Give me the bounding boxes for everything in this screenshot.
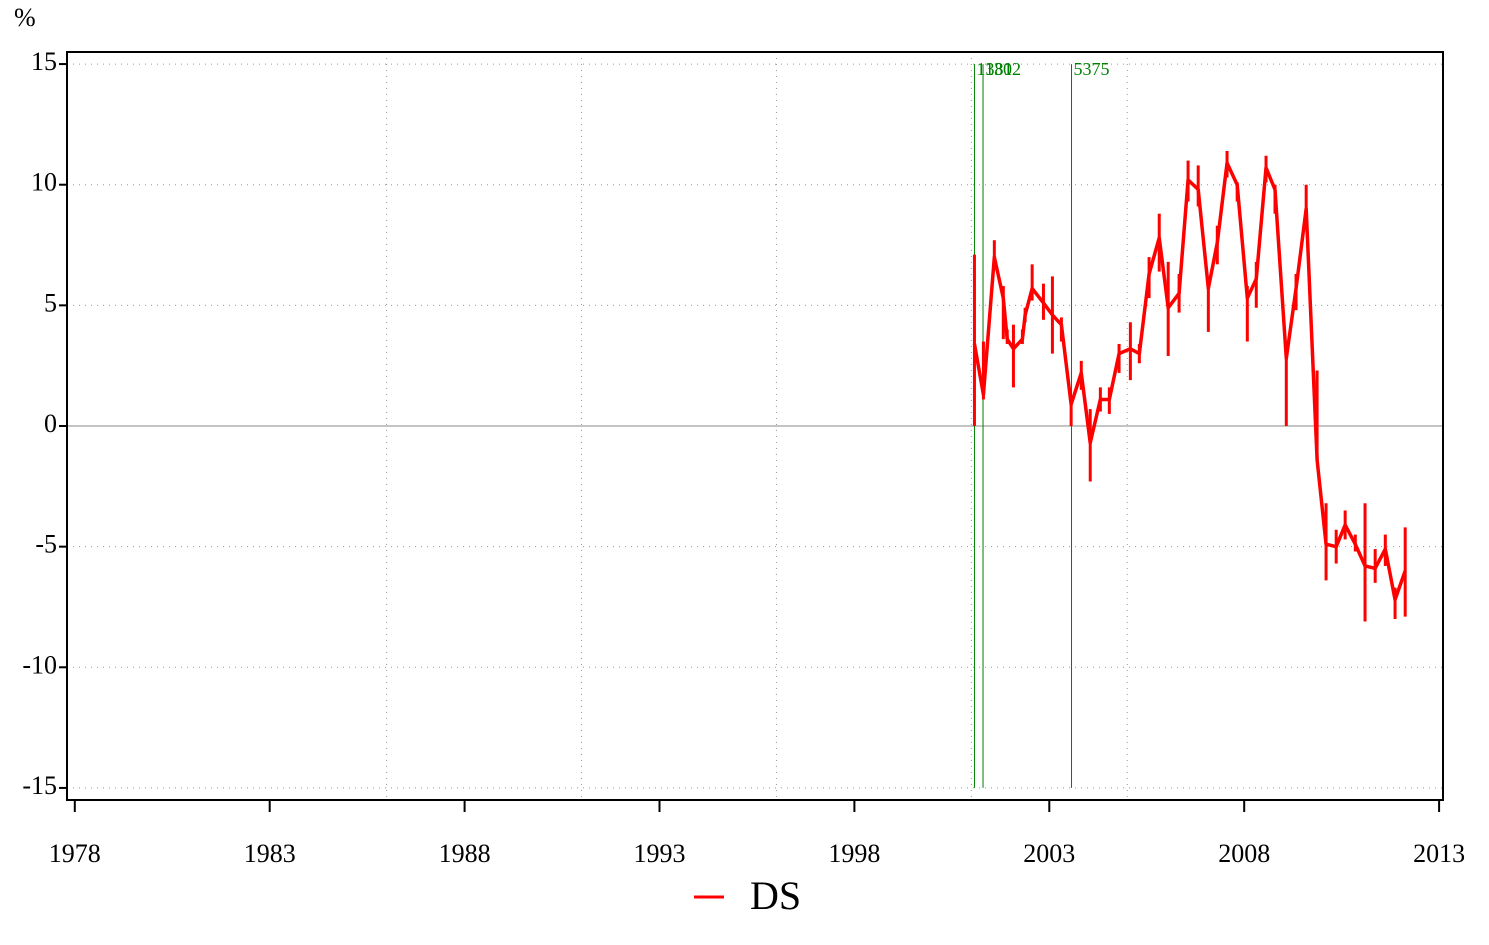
- x-tick-label: 2013: [1413, 839, 1465, 868]
- y-tick-label: -15: [22, 771, 57, 800]
- plot-frame: [66, 51, 1444, 801]
- x-tick-label: 1978: [49, 839, 101, 868]
- x-tick-label: 1993: [633, 839, 685, 868]
- marker-label: 5375: [1074, 59, 1110, 79]
- x-tick-label: 1998: [828, 839, 880, 868]
- data-line: [972, 161, 1407, 602]
- y-unit: %: [14, 3, 36, 32]
- y-tick-label: 5: [44, 288, 57, 317]
- y-tick-label: -10: [22, 650, 57, 679]
- x-tick-label: 1988: [439, 839, 491, 868]
- marker-label: 1302: [985, 59, 1021, 79]
- x-tick-label: 2008: [1218, 839, 1270, 868]
- legend-label: DS: [750, 873, 801, 918]
- y-tick-label: -5: [35, 530, 57, 559]
- y-tick-label: 15: [31, 47, 57, 76]
- y-tick-label: 0: [44, 409, 57, 438]
- marker-label: 1381: [976, 59, 1012, 79]
- x-tick-label: 2003: [1023, 839, 1075, 868]
- x-tick-label: 1983: [244, 839, 296, 868]
- y-tick-label: 10: [31, 168, 57, 197]
